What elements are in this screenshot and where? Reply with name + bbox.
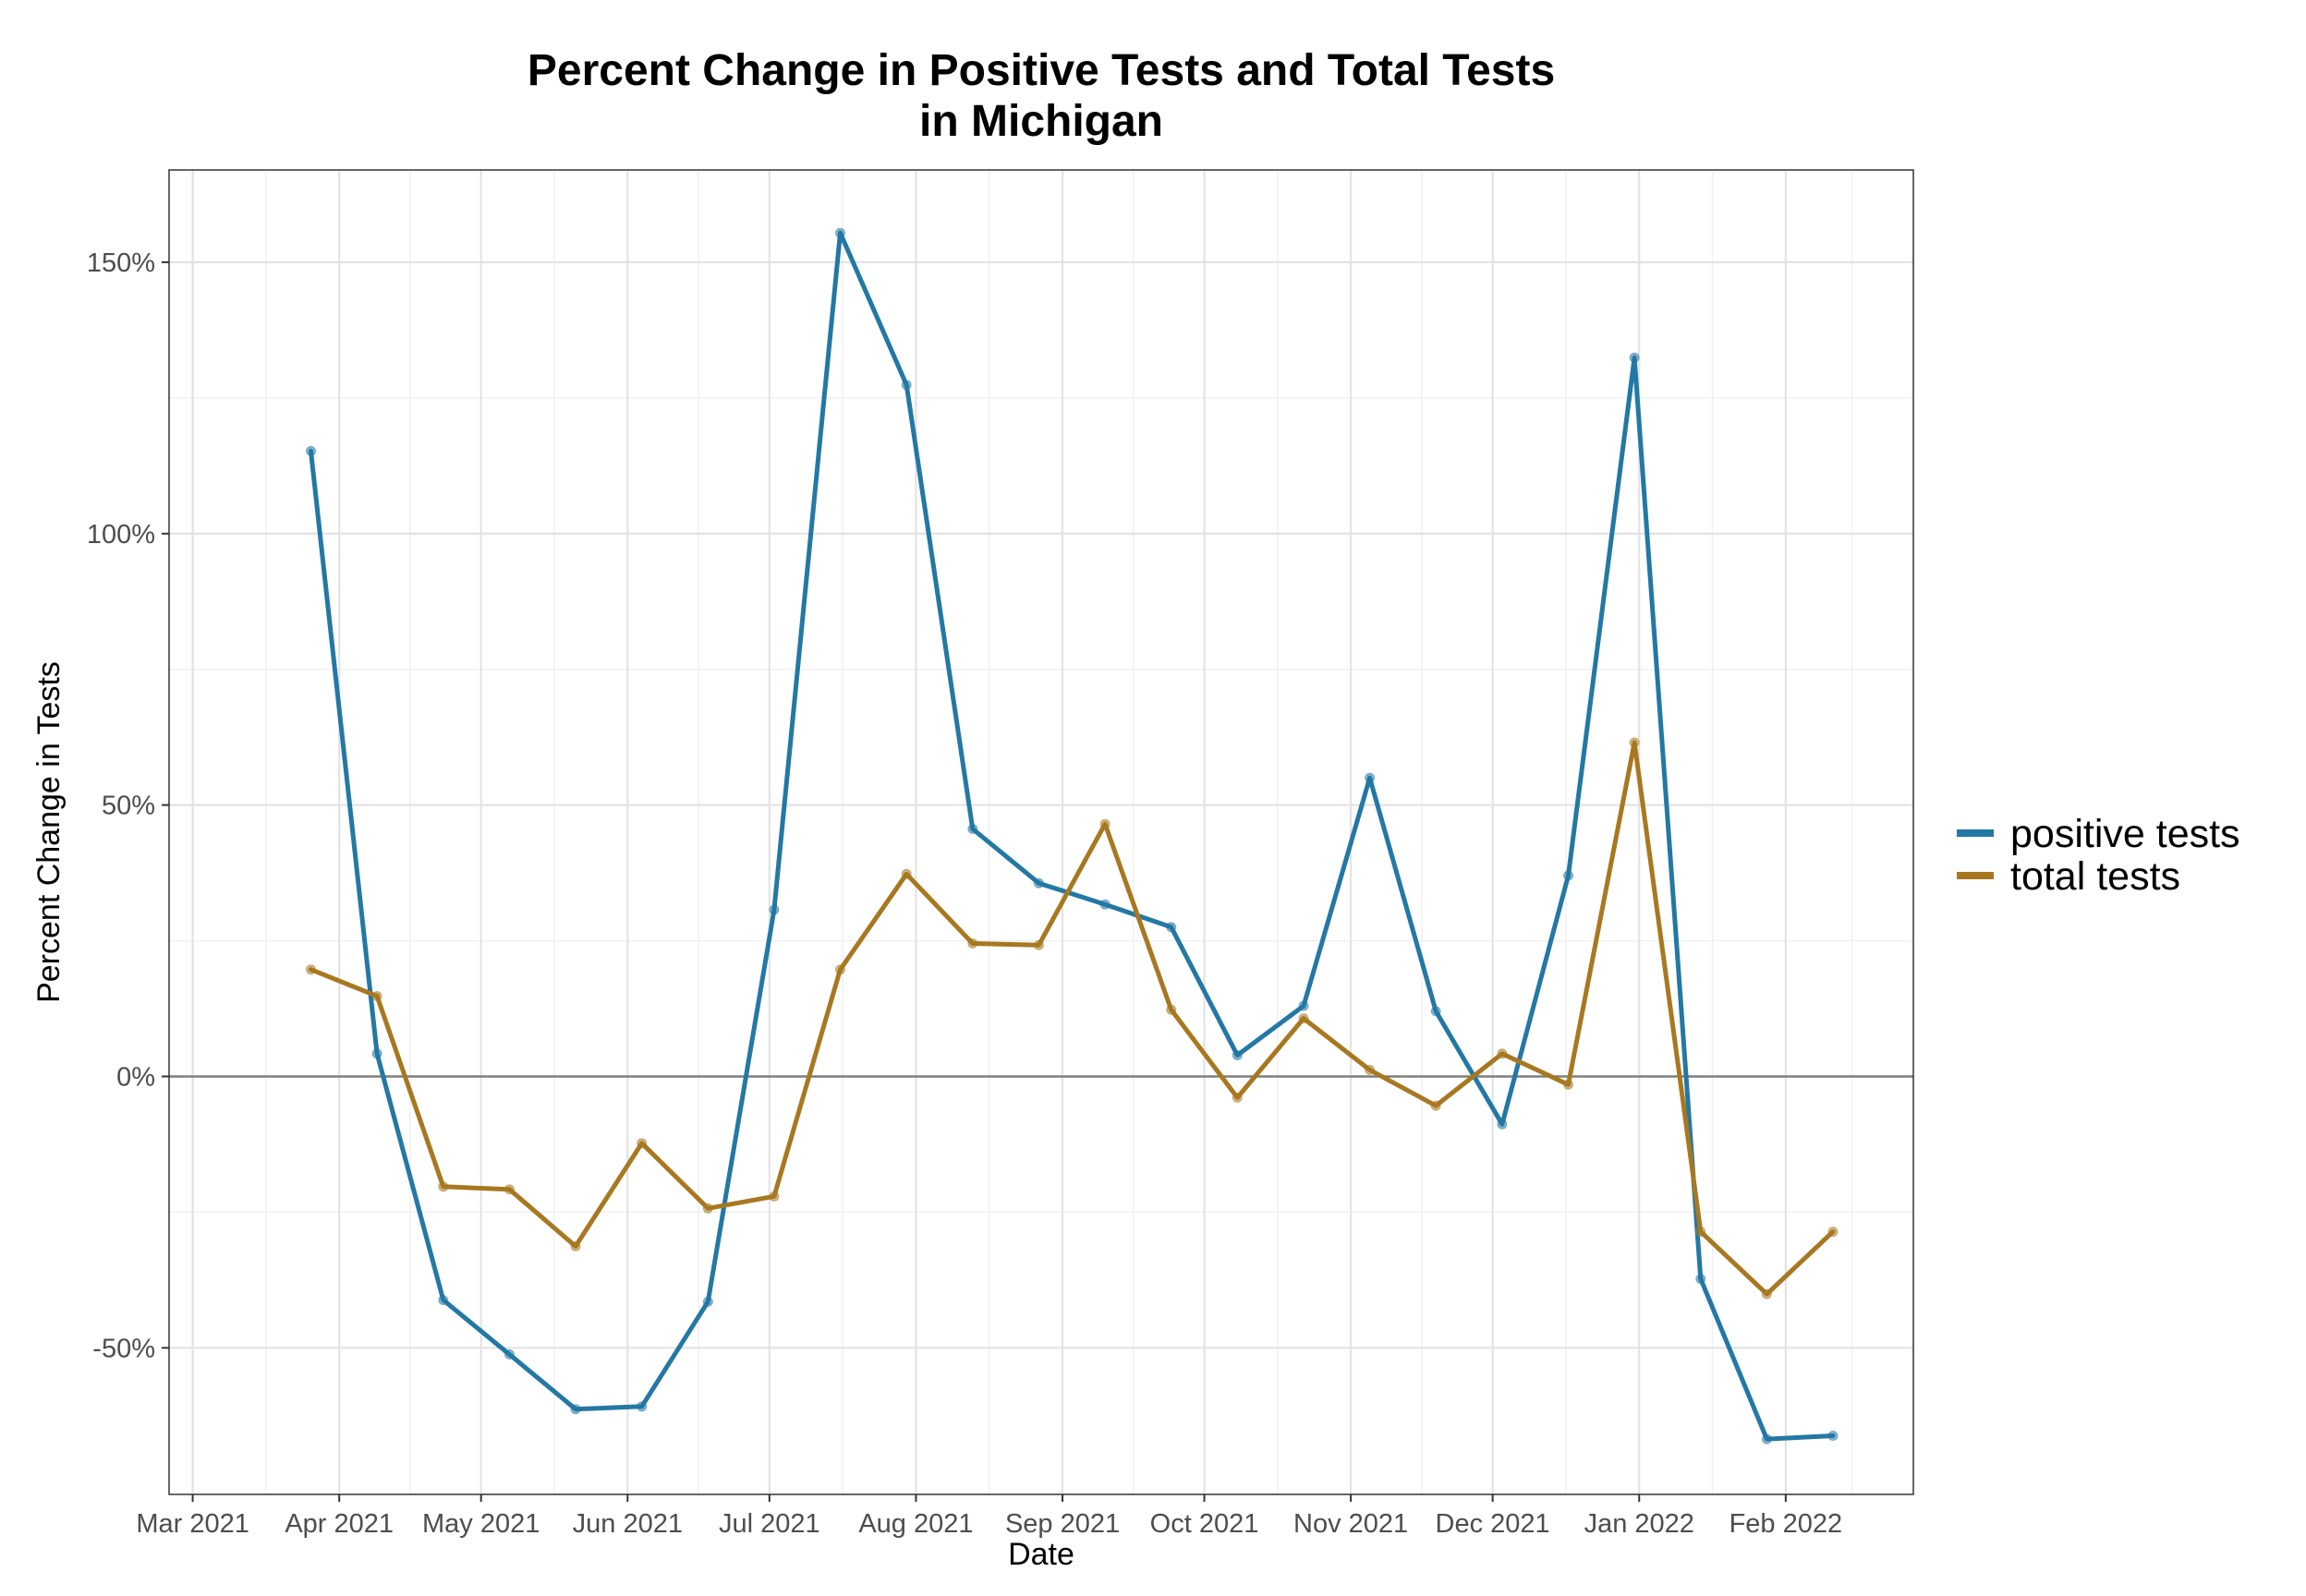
x-axis-title: Date xyxy=(1008,1537,1074,1572)
y-axis: -50% 0% 50% 100% 150% xyxy=(87,248,169,1363)
y-tick-label: 0% xyxy=(116,1062,155,1092)
data-point-positive-tests xyxy=(769,904,780,915)
chart-title: Percent Change in Positive Tests and Tot… xyxy=(528,46,1555,146)
data-point-total-tests xyxy=(1430,1100,1441,1111)
series-positive-tests xyxy=(306,227,1839,1445)
data-point-positive-tests xyxy=(1430,1006,1441,1017)
data-point-positive-tests xyxy=(438,1295,449,1306)
x-tick-label: Nov 2021 xyxy=(1293,1509,1408,1539)
data-point-positive-tests xyxy=(371,1048,382,1059)
data-point-total-tests xyxy=(1827,1227,1839,1238)
x-tick-label: Mar 2021 xyxy=(136,1509,249,1539)
data-point-positive-tests xyxy=(1033,877,1044,889)
data-point-total-tests xyxy=(1099,818,1111,829)
x-tick-label: Aug 2021 xyxy=(858,1509,973,1539)
x-tick-label: Sep 2021 xyxy=(1005,1509,1120,1539)
data-point-positive-tests xyxy=(967,824,978,834)
data-point-total-tests xyxy=(1563,1079,1573,1090)
data-point-total-tests xyxy=(901,868,912,879)
data-point-positive-tests xyxy=(1365,772,1376,783)
x-tick-label: Dec 2021 xyxy=(1436,1509,1550,1539)
y-axis-title: Percent Change in Tests xyxy=(31,661,67,1003)
data-point-positive-tests xyxy=(1827,1431,1839,1441)
chart-title-line-1: Percent Change in Positive Tests and Tot… xyxy=(528,46,1555,95)
data-point-total-tests xyxy=(371,991,382,1001)
series-line-positive-tests xyxy=(309,230,1836,1442)
data-point-total-tests xyxy=(1497,1048,1508,1059)
x-tick-label: Jun 2021 xyxy=(573,1509,683,1539)
plot-panel xyxy=(169,170,1913,1494)
y-tick-label: 150% xyxy=(87,248,155,278)
data-point-total-tests xyxy=(967,938,978,949)
y-tick-label: 50% xyxy=(102,792,155,821)
data-point-positive-tests xyxy=(306,445,316,456)
data-point-total-tests xyxy=(1232,1092,1243,1103)
x-tick-label: Jul 2021 xyxy=(719,1509,820,1539)
series-line-total-tests xyxy=(309,740,1836,1297)
data-point-total-tests xyxy=(1298,1013,1309,1024)
chart-title-line-2: in Michigan xyxy=(919,97,1163,146)
data-point-total-tests xyxy=(306,964,316,975)
data-point-positive-tests xyxy=(702,1296,713,1307)
plot-border xyxy=(168,169,1914,1495)
data-point-positive-tests xyxy=(835,227,845,238)
legend-label-total-tests: total tests xyxy=(2010,854,2180,899)
data-point-positive-tests xyxy=(1497,1118,1508,1130)
x-tick-label: May 2021 xyxy=(422,1509,540,1539)
data-point-positive-tests xyxy=(1099,899,1111,910)
data-point-total-tests xyxy=(769,1191,780,1202)
data-point-total-tests xyxy=(570,1240,581,1251)
data-point-total-tests xyxy=(1033,939,1044,950)
data-point-positive-tests xyxy=(1629,352,1640,363)
series-total-tests xyxy=(306,737,1839,1300)
data-point-total-tests xyxy=(1695,1227,1706,1238)
data-point-positive-tests xyxy=(1695,1274,1706,1285)
data-point-total-tests xyxy=(702,1203,713,1214)
data-point-total-tests xyxy=(1761,1288,1772,1300)
data-point-positive-tests xyxy=(1166,922,1177,933)
x-tick-label: Jan 2022 xyxy=(1584,1509,1694,1539)
data-point-positive-tests xyxy=(901,380,912,391)
data-point-positive-tests xyxy=(504,1348,515,1360)
data-point-positive-tests xyxy=(637,1401,648,1412)
data-point-total-tests xyxy=(1629,737,1640,748)
x-tick-label: Feb 2022 xyxy=(1730,1509,1843,1539)
x-tick-label: Oct 2021 xyxy=(1150,1509,1259,1539)
legend-label-positive-tests: positive tests xyxy=(2010,812,2240,856)
series-lines xyxy=(306,227,1839,1445)
data-point-total-tests xyxy=(504,1184,515,1195)
data-point-positive-tests xyxy=(570,1404,581,1415)
data-point-positive-tests xyxy=(1232,1050,1243,1060)
data-point-total-tests xyxy=(835,964,845,975)
data-point-positive-tests xyxy=(1563,870,1573,881)
x-tick-label: Apr 2021 xyxy=(285,1509,394,1539)
data-point-positive-tests xyxy=(1298,1000,1309,1011)
data-point-total-tests xyxy=(1365,1064,1376,1075)
y-tick-label: -50% xyxy=(92,1334,155,1363)
y-tick-label: 100% xyxy=(87,520,155,550)
x-axis: Mar 2021 Apr 2021 May 2021 Jun 2021 Jul 2021… xyxy=(136,1494,1842,1539)
data-point-positive-tests xyxy=(1761,1433,1772,1445)
data-point-total-tests xyxy=(1166,1004,1177,1015)
data-point-total-tests xyxy=(438,1181,449,1192)
data-point-total-tests xyxy=(637,1138,648,1149)
